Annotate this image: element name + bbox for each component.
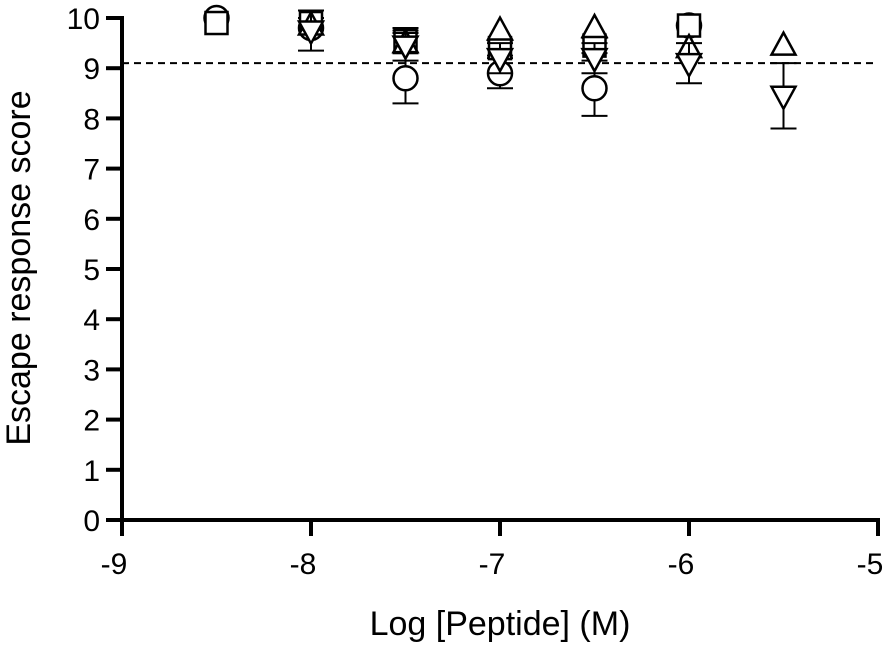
y-tick-label: 9 bbox=[83, 53, 100, 86]
triangle-down-marker bbox=[769, 85, 798, 112]
x-tick-label: -9 bbox=[101, 548, 128, 581]
triangle-up-marker bbox=[485, 14, 515, 41]
x-axis-title: Log [Peptide] (M) bbox=[370, 605, 631, 643]
circle-marker bbox=[581, 75, 608, 102]
y-tick-label: 7 bbox=[83, 154, 100, 187]
y-tick-label: 2 bbox=[83, 405, 100, 438]
y-tick-label: 10 bbox=[67, 3, 100, 36]
circle-marker bbox=[392, 64, 419, 92]
y-axis-title: Escape response score bbox=[0, 90, 38, 445]
triangle-down-marker bbox=[391, 35, 420, 62]
series-square bbox=[204, 10, 702, 61]
x-tick-label: -6 bbox=[668, 548, 695, 581]
y-tick-label: 3 bbox=[83, 354, 100, 387]
triangle-down-marker bbox=[674, 52, 704, 79]
y-tick-label: 6 bbox=[83, 204, 100, 237]
plot-area bbox=[122, 4, 878, 130]
triangle-down-marker bbox=[296, 20, 326, 47]
triangle-down-marker bbox=[580, 47, 609, 74]
y-tick-label: 1 bbox=[83, 455, 100, 488]
x-tick-label: -7 bbox=[479, 548, 506, 581]
series-triangle-down bbox=[296, 9, 798, 130]
x-tick-label: -8 bbox=[290, 548, 317, 581]
triangle-up-marker bbox=[769, 29, 798, 56]
x-tick-label: -5 bbox=[857, 548, 884, 581]
axes: -9 -8 -7 -6 -5 0 1 2 3 4 5 6 7 8 9 10 bbox=[67, 3, 884, 581]
square-marker bbox=[204, 10, 229, 36]
series-circle bbox=[203, 4, 703, 117]
triangle-up-marker bbox=[580, 12, 609, 39]
triangle-down-marker bbox=[485, 47, 515, 74]
series-triangle-up bbox=[296, 9, 798, 59]
y-tick-label: 5 bbox=[83, 254, 100, 287]
y-tick-label: 0 bbox=[83, 505, 100, 538]
y-tick-label: 8 bbox=[83, 103, 100, 136]
y-tick-label: 4 bbox=[83, 304, 100, 337]
